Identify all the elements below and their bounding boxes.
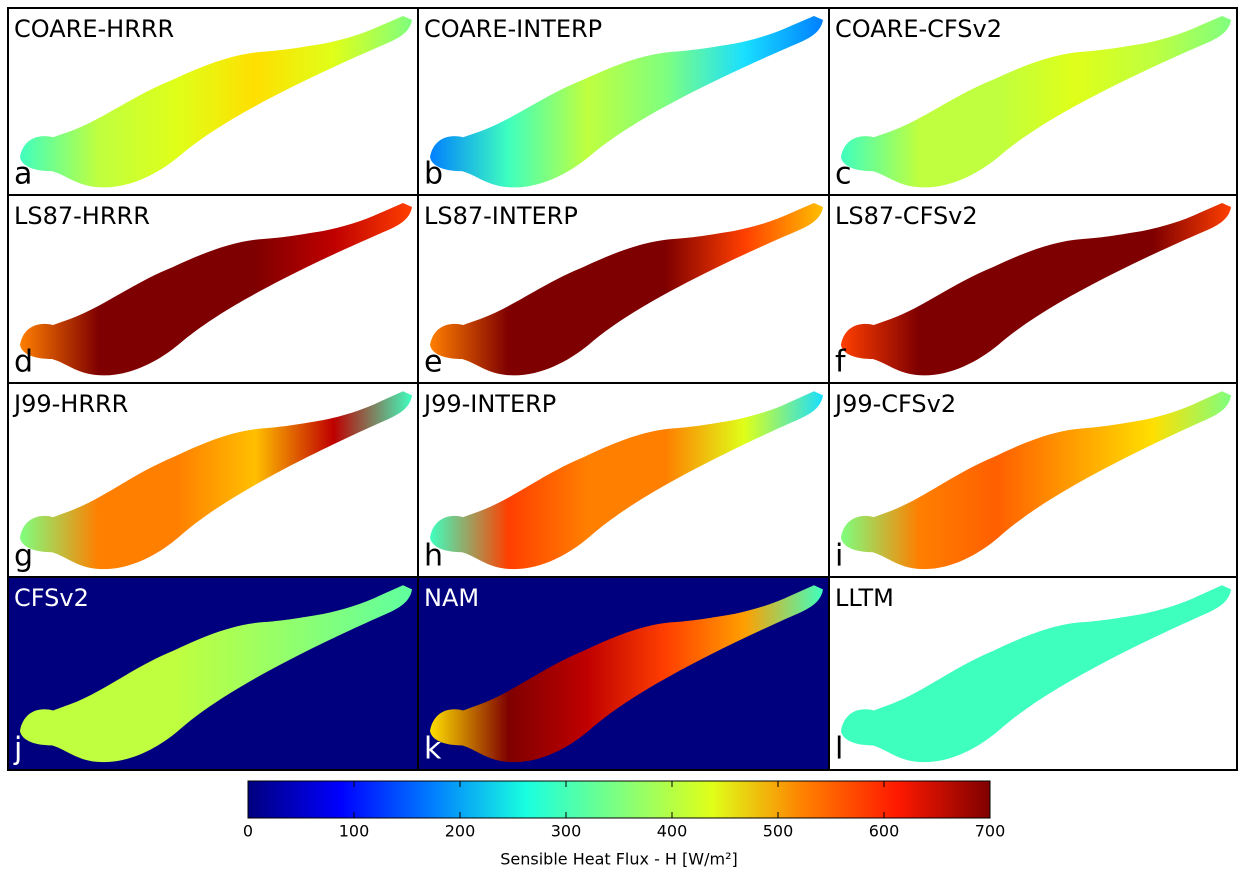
map-panel: J99-INTERP h	[418, 383, 829, 577]
panel-title: LS87-HRRR	[14, 202, 150, 230]
panel-title: CFSv2	[14, 584, 89, 612]
tick-label: 400	[657, 822, 688, 841]
map-panel: LS87-INTERP e	[418, 195, 829, 383]
map-panel: J99-HRRR g	[8, 383, 418, 577]
panel-letter: k	[424, 732, 442, 767]
tick-label: 0	[243, 822, 253, 841]
figure: COARE-HRRRaCOARE-INTERPbCOARE-CFSv2cLS87…	[0, 0, 1239, 873]
map-panel: LS87-HRRR d	[8, 195, 418, 383]
panel-letter: a	[14, 157, 32, 192]
map-panel: LS87-CFSv2 f	[829, 195, 1237, 383]
panel-letter: d	[14, 345, 33, 380]
colorbar	[248, 781, 990, 818]
panel-letter: f	[835, 345, 847, 380]
map-panel: COARE-HRRR a	[8, 8, 418, 195]
map-panel: J99-CFSv2 i	[829, 383, 1237, 577]
panel-letter: j	[13, 732, 22, 767]
panel-title: NAM	[424, 584, 479, 612]
panel-title: LLTM	[835, 584, 894, 612]
panel-letter: e	[424, 345, 442, 380]
panel-title: COARE-CFSv2	[835, 15, 1002, 43]
panel-letter: g	[14, 539, 33, 574]
tick-label: 500	[763, 822, 794, 841]
panel-title: J99-HRRR	[12, 390, 128, 418]
tick-label: 700	[975, 822, 1006, 841]
panel-letter: i	[835, 539, 843, 574]
tick-label: 200	[445, 822, 476, 841]
panel-letter: b	[424, 157, 443, 192]
panel-letter: c	[835, 157, 852, 192]
panel-letter: l	[835, 732, 843, 767]
map-panel: LLTM l	[829, 577, 1237, 770]
panel-title: LS87-INTERP	[424, 202, 578, 230]
tick-label: 300	[551, 822, 582, 841]
panel-title: COARE-HRRR	[14, 15, 174, 43]
panel-letter: h	[424, 539, 443, 574]
tick-label: 600	[869, 822, 900, 841]
map-panel: COARE-CFSv2 c	[829, 8, 1237, 195]
map-panel: CFSv2 j	[8, 577, 418, 770]
panel-title: COARE-INTERP	[424, 15, 602, 43]
panel-title: J99-INTERP	[422, 390, 556, 418]
map-panel: COARE-INTERP b	[418, 8, 829, 195]
panel-title: LS87-CFSv2	[835, 202, 978, 230]
colorbar-label: Sensible Heat Flux - H [W/m²]	[500, 850, 738, 869]
panel-title: J99-CFSv2	[833, 390, 956, 418]
map-panel: NAM k	[418, 577, 829, 770]
tick-label: 100	[339, 822, 370, 841]
